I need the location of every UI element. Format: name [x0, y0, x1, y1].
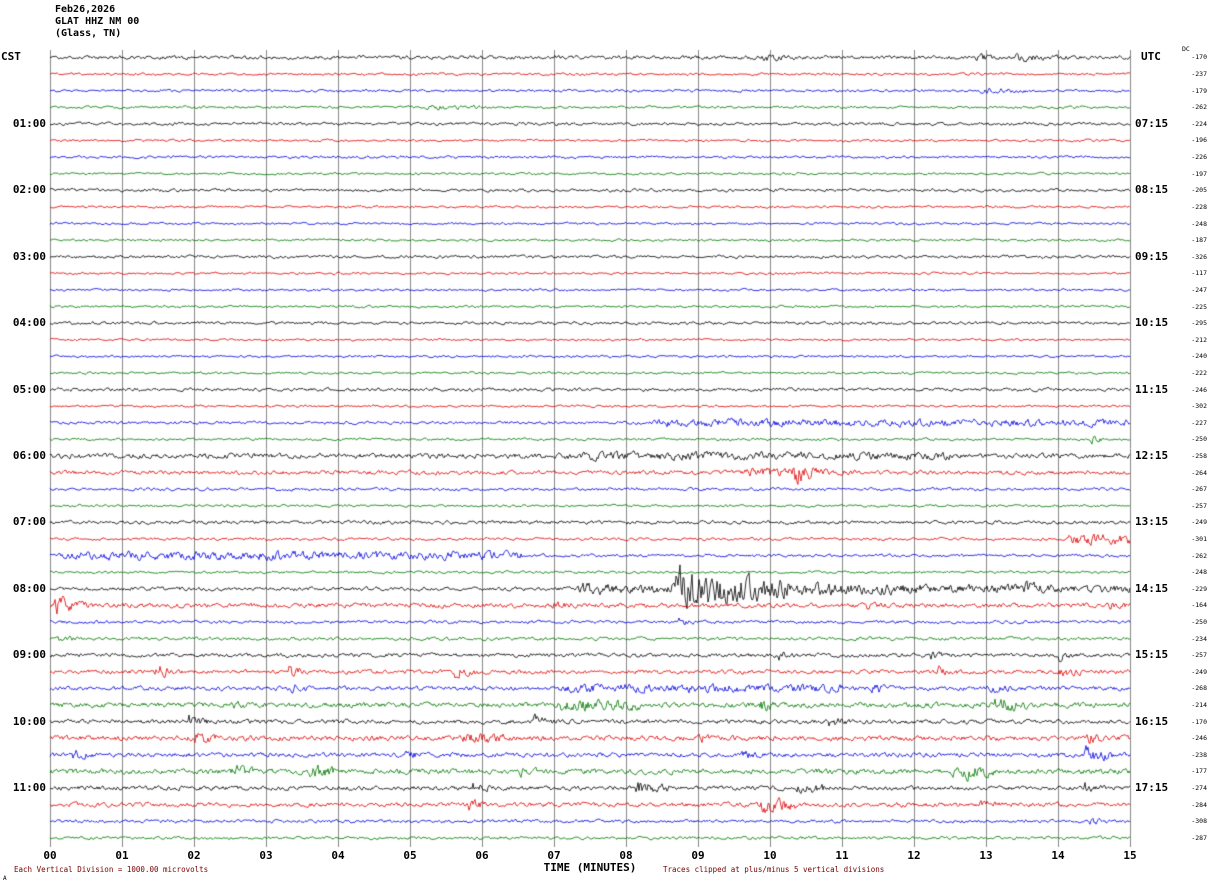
x-axis-title: TIME (MINUTES) — [543, 861, 637, 874]
clip-note: Traces clipped at plus/minus 5 vertical … — [663, 865, 885, 874]
record-date: Feb26,2026 — [55, 4, 116, 15]
right-timezone-label: UTC — [1141, 50, 1161, 63]
dc-offset-header: DC — [1182, 45, 1190, 53]
station-location: (Glass, TN) — [55, 28, 122, 39]
scale-note: Each Vertical Division = 1000.00 microvo… — [14, 865, 209, 874]
left-timezone-label: CST — [1, 50, 21, 63]
record-header: Feb26,2026 GLAT HHZ NM 00 (Glass, TN) — [55, 4, 139, 40]
station-code: GLAT HHZ NM 00 — [55, 16, 140, 27]
corner-mark: A — [3, 875, 7, 882]
